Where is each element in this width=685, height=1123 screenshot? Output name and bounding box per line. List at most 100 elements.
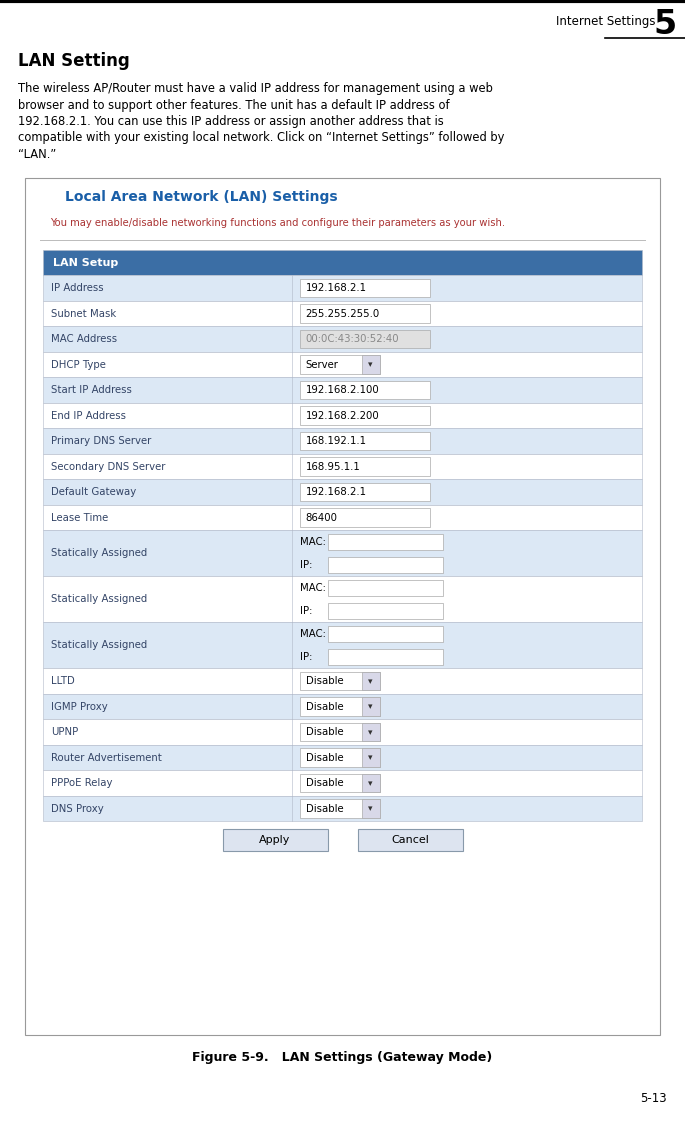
Bar [299,279,429,298]
Bar [43,505,642,530]
Text: The wireless AP/Router must have a valid IP address for management using a web: The wireless AP/Router must have a valid… [18,82,493,95]
Bar [223,830,327,851]
Bar [43,745,642,770]
Bar [299,749,379,767]
Bar [43,301,642,327]
Text: IP:: IP: [299,606,312,617]
Text: MAC:: MAC: [299,583,325,593]
Text: Disable: Disable [306,752,343,763]
Bar [299,697,379,716]
Bar [43,770,642,796]
Text: ▾: ▾ [369,360,373,369]
Text: Disable: Disable [306,778,343,788]
Text: ▾: ▾ [369,778,373,787]
Bar [43,480,642,505]
Text: Figure 5-9.   LAN Settings (Gateway Mode): Figure 5-9. LAN Settings (Gateway Mode) [192,1051,493,1063]
Text: Start IP Address: Start IP Address [51,385,132,395]
Bar [362,800,379,818]
Bar [299,457,429,476]
Text: ▾: ▾ [369,702,373,711]
Text: Server: Server [306,359,338,369]
Text: Default Gateway: Default Gateway [51,487,136,497]
Bar [299,483,429,502]
Bar [362,774,379,793]
Text: Apply: Apply [260,836,290,846]
Text: IGMP Proxy: IGMP Proxy [51,702,108,712]
Bar [43,275,642,301]
Text: LAN Setting: LAN Setting [18,52,129,70]
Text: Cancel: Cancel [391,836,429,846]
Bar [43,454,642,480]
Bar [358,830,462,851]
Text: 168.192.1.1: 168.192.1.1 [306,436,366,446]
Bar [43,622,642,668]
Text: LAN Setup: LAN Setup [53,258,119,267]
Bar [43,351,642,377]
Text: Internet Settings: Internet Settings [556,15,655,28]
Text: 255.255.255.0: 255.255.255.0 [306,309,380,319]
Bar [299,381,429,400]
Bar [299,356,379,374]
Bar [362,749,379,767]
Text: Statically Assigned: Statically Assigned [51,548,147,558]
Text: IP:: IP: [299,652,312,661]
Bar [25,179,660,1035]
Bar [43,576,642,622]
Text: 192.168.2.1: 192.168.2.1 [306,487,366,497]
Text: 86400: 86400 [306,513,338,522]
Bar [299,509,429,527]
Bar [43,694,642,720]
Text: UPNP: UPNP [51,728,78,738]
Text: Statically Assigned: Statically Assigned [51,640,147,650]
Text: End IP Address: End IP Address [51,411,126,421]
Text: IP Address: IP Address [51,283,103,293]
Bar [43,796,642,822]
Bar [327,627,443,641]
Bar [43,250,642,275]
Bar [299,800,379,818]
Bar [299,330,429,348]
Bar [299,304,429,323]
Text: IP:: IP: [299,560,312,570]
Text: Lease Time: Lease Time [51,513,108,522]
Text: ▾: ▾ [369,804,373,813]
Text: MAC Address: MAC Address [51,335,117,345]
Bar [362,697,379,716]
Text: Subnet Mask: Subnet Mask [51,309,116,319]
Text: Disable: Disable [306,728,343,738]
Text: ▾: ▾ [369,677,373,686]
Bar [362,723,379,741]
Text: Disable: Disable [306,676,343,686]
Text: DHCP Type: DHCP Type [51,359,106,369]
Text: 192.168.2.1: 192.168.2.1 [306,283,366,293]
Text: 192.168.2.1. You can use this IP address or assign another address that is: 192.168.2.1. You can use this IP address… [18,115,444,128]
Text: browser and to support other features. The unit has a default IP address of: browser and to support other features. T… [18,99,449,111]
Text: Secondary DNS Server: Secondary DNS Server [51,462,165,472]
Text: 168.95.1.1: 168.95.1.1 [306,462,360,472]
Text: Statically Assigned: Statically Assigned [51,594,147,604]
Text: Primary DNS Server: Primary DNS Server [51,436,151,446]
Bar [327,581,443,595]
Text: 00:0C:43:30:52:40: 00:0C:43:30:52:40 [306,335,399,345]
Bar [43,377,642,403]
Bar [327,649,443,665]
Text: 5: 5 [653,8,677,42]
Bar [299,723,379,741]
Text: 192.168.2.100: 192.168.2.100 [306,385,379,395]
Text: Disable: Disable [306,804,343,814]
Bar [299,407,429,424]
Text: “LAN.”: “LAN.” [18,148,56,161]
Bar [43,668,642,694]
Bar [43,429,642,454]
Text: LLTD: LLTD [51,676,75,686]
Text: You may enable/disable networking functions and configure their parameters as yo: You may enable/disable networking functi… [50,218,505,228]
Bar [43,403,642,429]
Text: MAC:: MAC: [299,537,325,547]
Bar [327,535,443,550]
Bar [43,327,642,351]
Bar [299,432,429,450]
Text: Local Area Network (LAN) Settings: Local Area Network (LAN) Settings [65,190,338,204]
Bar [327,603,443,619]
Bar [299,774,379,793]
Text: 192.168.2.200: 192.168.2.200 [306,411,379,421]
